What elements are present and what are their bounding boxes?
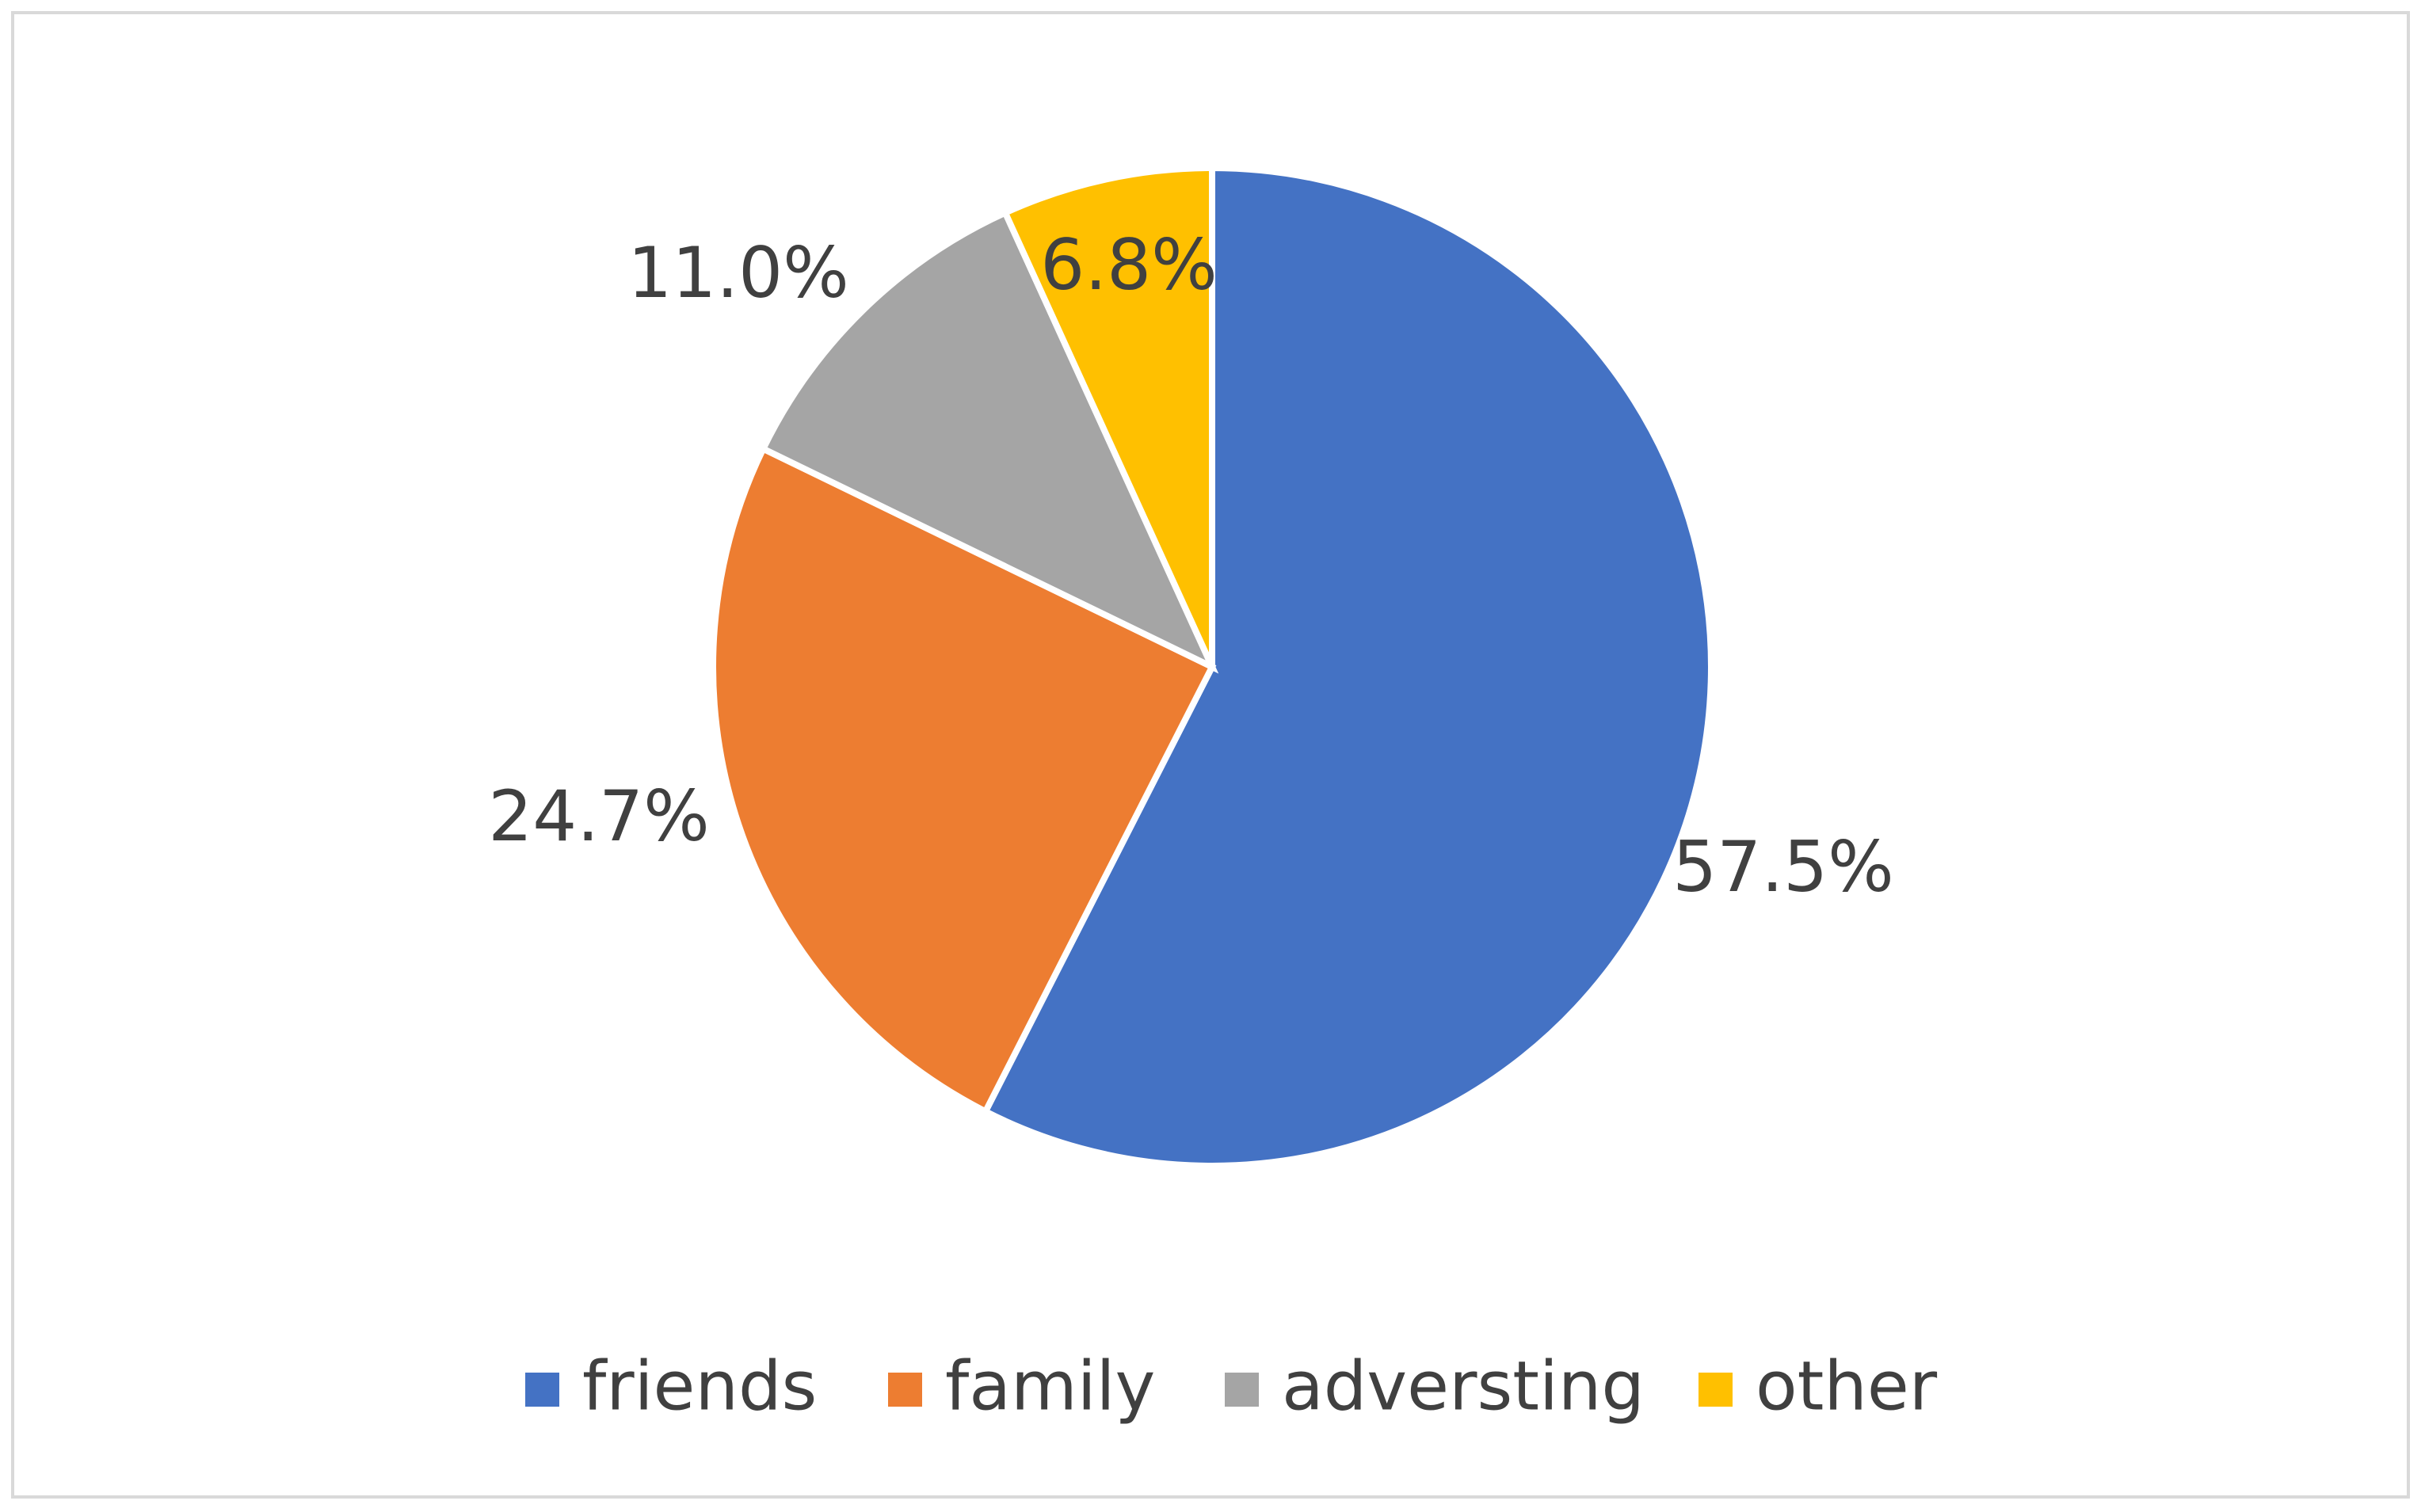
pie-slice bbox=[981, 164, 1714, 1169]
data-label: 11.0% bbox=[627, 232, 849, 314]
pie-slice bbox=[710, 444, 1217, 1116]
legend-label: other bbox=[1756, 1346, 1938, 1426]
pie-slice bbox=[1001, 164, 1215, 668]
pie-slice bbox=[759, 208, 1219, 674]
legend-swatch bbox=[525, 1373, 559, 1407]
data-label: 6.8% bbox=[1040, 224, 1218, 306]
legend-swatch bbox=[888, 1373, 922, 1407]
legend-label: adversting bbox=[1282, 1346, 1645, 1426]
legend-label: family bbox=[945, 1346, 1155, 1426]
legend-swatch bbox=[1699, 1373, 1733, 1407]
legend-label: friends bbox=[582, 1346, 817, 1426]
data-label: 57.5% bbox=[1672, 826, 1894, 908]
data-label: 24.7% bbox=[488, 775, 710, 857]
legend-swatch bbox=[1225, 1373, 1259, 1407]
